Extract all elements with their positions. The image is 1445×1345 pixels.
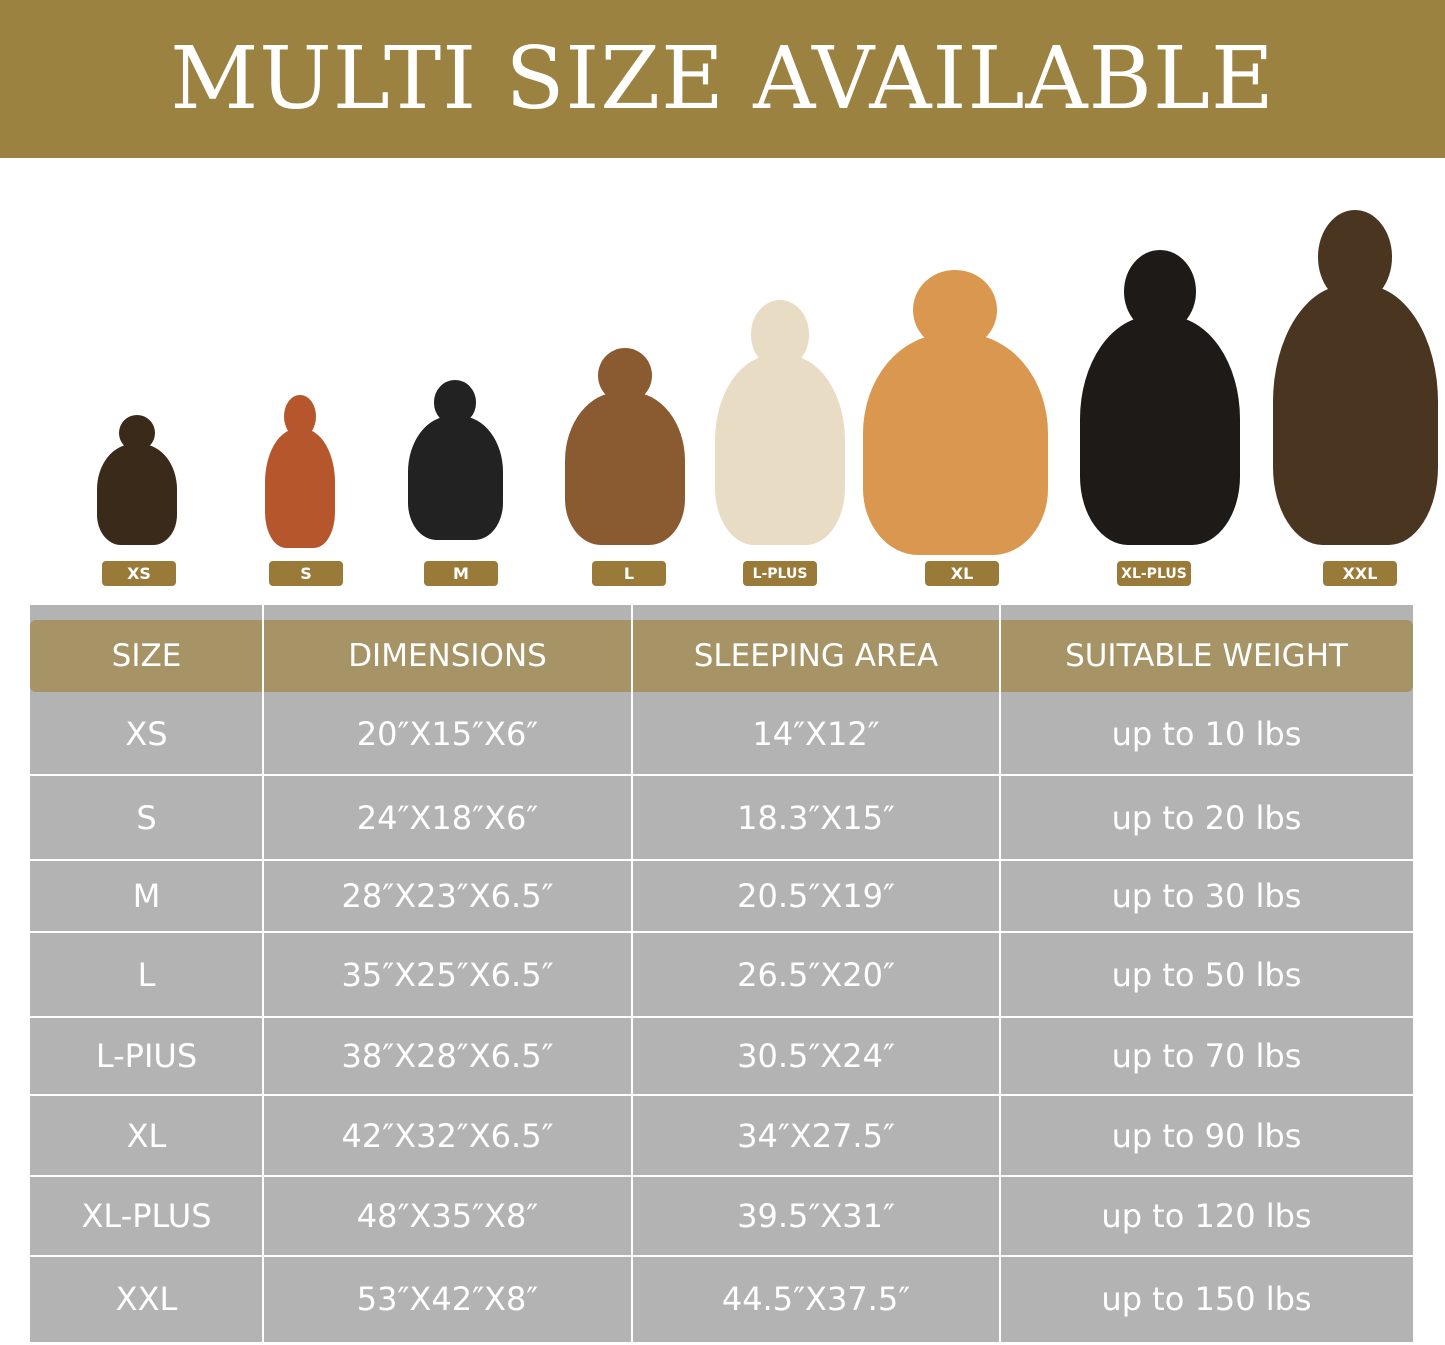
dog-body bbox=[715, 354, 845, 545]
table-cell: up to 30 lbs bbox=[1111, 877, 1302, 915]
dog-image-l-plus bbox=[715, 300, 845, 545]
dog-image-xl bbox=[862, 270, 1048, 555]
column-header: SIZE bbox=[111, 638, 182, 674]
size-tag-l-plus: L-PLUS bbox=[743, 561, 817, 586]
dog-image-xl-plus bbox=[1080, 250, 1240, 545]
table-cell: 44.5″X37.5″ bbox=[721, 1280, 911, 1318]
row-divider bbox=[30, 1016, 1413, 1018]
size-tag-m: M bbox=[424, 561, 498, 586]
table-cell: up to 50 lbs bbox=[1111, 955, 1302, 994]
row-divider bbox=[30, 774, 1413, 776]
dog-image-xxl bbox=[1272, 210, 1438, 545]
dog-body bbox=[97, 444, 177, 545]
table-cell: XL bbox=[126, 1116, 167, 1155]
column-header: SLEEPING AREA bbox=[693, 638, 939, 674]
table-cell: 24″X18″X6″ bbox=[356, 798, 539, 837]
dog-image-l bbox=[565, 348, 685, 545]
dog-body bbox=[407, 415, 503, 540]
table-cell: L bbox=[137, 955, 156, 994]
table-cell: 20.5″X19″ bbox=[737, 877, 895, 915]
dog-image-s bbox=[265, 395, 335, 548]
table-cell: 42″X32″X6.5″ bbox=[341, 1116, 554, 1155]
table-cell: M bbox=[132, 877, 161, 915]
table-cell: up to 20 lbs bbox=[1111, 798, 1302, 837]
table-cell: 14″X12″ bbox=[752, 714, 880, 753]
table-cell: up to 70 lbs bbox=[1111, 1037, 1302, 1075]
table-cell: up to 120 lbs bbox=[1101, 1197, 1312, 1235]
banner-title: MULTI SIZE AVAILABLE bbox=[170, 29, 1275, 129]
size-tag-xs: XS bbox=[102, 561, 176, 586]
table-cell: L-PIUS bbox=[95, 1037, 198, 1075]
row-divider bbox=[30, 931, 1413, 933]
dog-image-m bbox=[407, 380, 503, 540]
size-tag-xl-plus: XL-PLUS bbox=[1117, 561, 1191, 586]
table-cell: XL-PLUS bbox=[81, 1197, 212, 1235]
table-cell: 53″X42″X8″ bbox=[356, 1280, 539, 1318]
size-table: SIZE DIMENSIONS SLEEPING AREA SUITABLE WEIG… bbox=[30, 605, 1413, 1342]
row-divider bbox=[30, 1094, 1413, 1096]
table-cell: up to 150 lbs bbox=[1101, 1280, 1312, 1318]
table-cell: 34″X27.5″ bbox=[737, 1116, 895, 1155]
table-cell: 30.5″X24″ bbox=[737, 1037, 895, 1075]
title-banner: MULTI SIZE AVAILABLE bbox=[0, 0, 1445, 158]
dog-body bbox=[1272, 285, 1438, 545]
column-header: SUITABLE WEIGHT bbox=[1065, 638, 1348, 674]
size-tag-xl: XL bbox=[925, 561, 999, 586]
table-cell: 35″X25″X6.5″ bbox=[341, 955, 554, 994]
row-divider bbox=[30, 1255, 1413, 1257]
table-header bbox=[30, 620, 1413, 692]
table-cell: up to 90 lbs bbox=[1111, 1116, 1302, 1155]
row-divider bbox=[30, 859, 1413, 861]
table-cell: S bbox=[136, 798, 157, 837]
column-header: DIMENSIONS bbox=[348, 638, 547, 674]
row-divider bbox=[30, 1175, 1413, 1177]
dog-body bbox=[862, 333, 1048, 555]
column-divider bbox=[999, 605, 1001, 1342]
table-cell: XXL bbox=[115, 1280, 178, 1318]
table-cell: 39.5″X31″ bbox=[737, 1197, 895, 1235]
column-divider bbox=[262, 605, 264, 1342]
column-divider bbox=[631, 605, 633, 1342]
size-tag-xxl: XXL bbox=[1323, 561, 1397, 586]
table-cell: 26.5″X20″ bbox=[737, 955, 895, 994]
table-cell: up to 10 lbs bbox=[1111, 714, 1302, 753]
size-tag-l: L bbox=[592, 561, 666, 586]
dog-image-xs bbox=[97, 415, 177, 545]
dog-body bbox=[565, 392, 685, 545]
table-cell: 18.3″X15″ bbox=[737, 798, 895, 837]
table-cell: 28″X23″X6.5″ bbox=[341, 877, 554, 915]
dog-body bbox=[265, 429, 335, 548]
table-cell: 48″X35″X8″ bbox=[356, 1197, 539, 1235]
table-cell: XS bbox=[125, 714, 168, 753]
dog-body bbox=[1080, 316, 1240, 545]
size-tag-s: S bbox=[269, 561, 343, 586]
table-cell: 20″X15″X6″ bbox=[356, 714, 539, 753]
table-cell: 38″X28″X6.5″ bbox=[341, 1037, 554, 1075]
